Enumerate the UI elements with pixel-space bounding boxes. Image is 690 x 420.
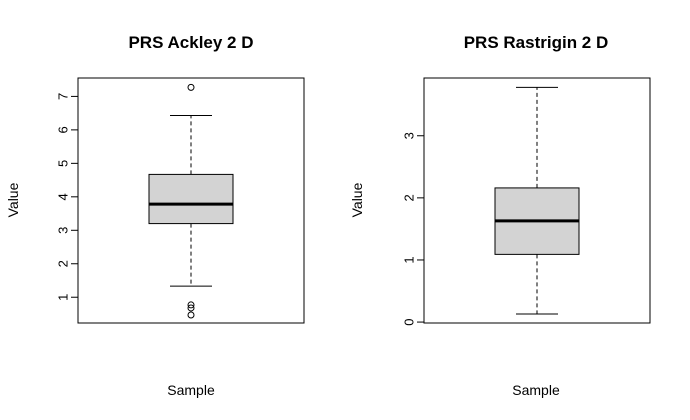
y-tick-label: 2 [402, 194, 417, 201]
y-tick-label: 0 [402, 318, 417, 325]
panel-rastrigin: PRS Rastrigin 2 D 0 1 2 3 Sample Value [349, 33, 651, 398]
x-axis-label: Sample [512, 382, 560, 398]
chart-title: PRS Rastrigin 2 D [464, 33, 609, 52]
y-tick-label: 1 [56, 294, 71, 301]
y-axis: 1 2 3 4 5 6 7 [56, 93, 79, 301]
iqr-box [148, 173, 234, 225]
box-element [494, 86, 580, 315]
y-axis-label: Value [349, 182, 365, 217]
x-axis-label: Sample [167, 382, 215, 398]
y-tick-label: 7 [56, 93, 71, 100]
outlier-point [187, 301, 195, 309]
panel-ackley: PRS Ackley 2 D 1 2 3 4 5 6 7 Sample Value [5, 33, 305, 398]
outlier-point [187, 304, 195, 312]
y-tick-label: 1 [402, 256, 417, 263]
y-tick-label: 3 [402, 132, 417, 139]
chart-title: PRS Ackley 2 D [128, 33, 253, 52]
outlier-point [187, 311, 195, 319]
box-element [148, 83, 234, 319]
y-tick-label: 4 [56, 193, 71, 200]
outlier-point [187, 83, 195, 91]
y-tick-label: 3 [56, 227, 71, 234]
y-tick-label: 6 [56, 126, 71, 133]
y-axis-label: Value [5, 182, 21, 217]
y-axis: 0 1 2 3 [402, 132, 425, 326]
y-tick-label: 2 [56, 260, 71, 267]
y-tick-label: 5 [56, 160, 71, 167]
